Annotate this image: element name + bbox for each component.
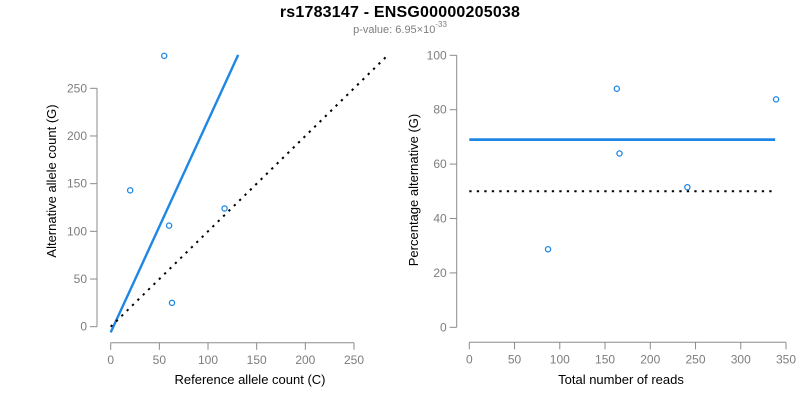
x-tick-label: 300 (731, 352, 751, 366)
y-tick-label: 60 (433, 157, 447, 171)
identity-line (110, 54, 389, 328)
pvalue-exponent: -33 (435, 20, 447, 30)
y-tick-label: 250 (67, 81, 87, 95)
x-tick-label: 100 (550, 352, 570, 366)
data-point (165, 222, 173, 229)
y-axis-title: Alternative allele count (G) (44, 104, 59, 257)
y-axis-title: Percentage alternative (G) (406, 114, 421, 266)
y-tick-label: 100 (427, 48, 447, 62)
x-tick-label: 200 (640, 352, 660, 366)
y-tick-label: 0 (80, 320, 87, 334)
y-tick-label: 200 (67, 129, 87, 143)
x-tick-label: 150 (595, 352, 615, 366)
y-tick-label: 0 (440, 320, 447, 334)
plot-percentage-vs-reads-scatter: 0 20 40 60 80 100 0 50 100 150 200 250 300 350 Total n… (406, 48, 796, 387)
data-point (772, 96, 780, 103)
pvalue-text: p-value: 6.95×10 (353, 24, 436, 36)
data-point (613, 85, 621, 93)
figure-title: rs1783147 - ENSG00000205038 (279, 4, 521, 21)
x-tick-label: 150 (247, 353, 267, 367)
fitted-allelic-ratio-line (109, 54, 240, 333)
x-axis-title: Reference allele count (C) (174, 372, 325, 387)
y-tick-label: 80 (433, 103, 447, 117)
data-point (168, 299, 176, 307)
y-tick-label: 100 (67, 224, 87, 238)
data-point (221, 205, 228, 212)
x-tick-label: 50 (153, 353, 167, 367)
y-tick-label: 40 (433, 212, 447, 226)
x-tick-label: 250 (344, 353, 364, 367)
x-tick-label: 50 (508, 352, 522, 366)
x-axis-title: Total number of reads (558, 372, 684, 387)
data-point (616, 150, 623, 157)
data-point (684, 183, 691, 191)
x-tick-label: 250 (686, 352, 706, 366)
y-tick-label: 20 (433, 266, 447, 280)
x-tick-label: 350 (776, 352, 796, 366)
x-tick-label: 100 (198, 353, 218, 367)
figure-subtitle-pvalue: p-value: 6.95×10-33 (0, 21, 800, 36)
data-point (160, 52, 168, 60)
data-point (544, 245, 552, 253)
y-tick-label: 50 (74, 272, 88, 286)
data-point (126, 187, 134, 194)
x-tick-label: 200 (295, 353, 315, 367)
plot-allele-counts-scatter: 0 50 100 150 200 250 0 50 100 150 200 250 Reference … (44, 52, 389, 387)
y-tick-label: 150 (67, 177, 87, 191)
x-tick-label: 0 (466, 352, 473, 366)
x-tick-label: 0 (107, 353, 114, 367)
